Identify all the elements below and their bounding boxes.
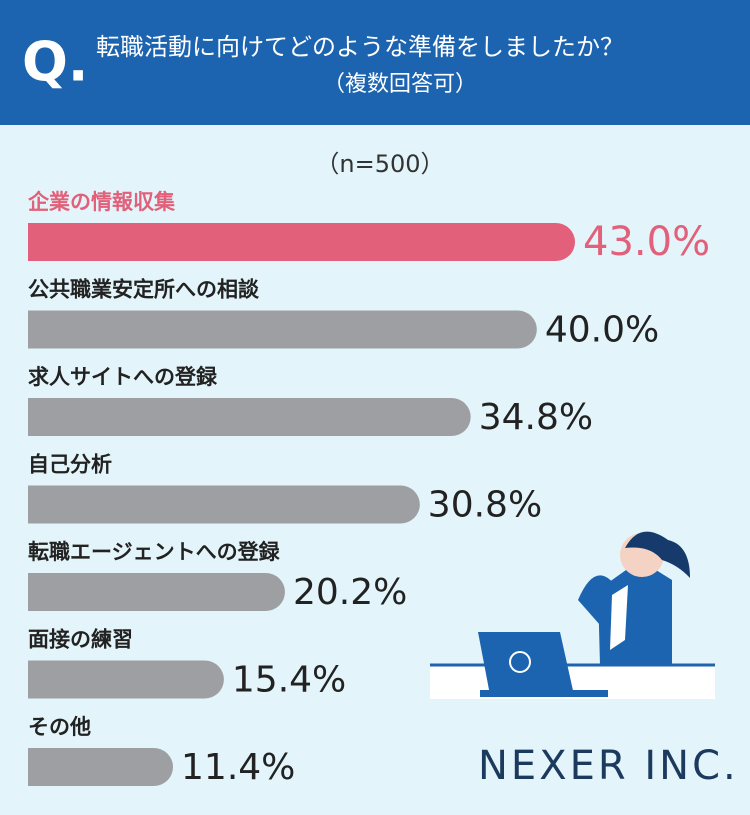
bar [28, 398, 471, 436]
value-label: 40.0% [545, 310, 659, 351]
value-label: 34.8% [479, 397, 593, 438]
shirt [610, 585, 628, 650]
bar [28, 223, 575, 261]
laptop-logo [509, 651, 531, 673]
laptop-base [480, 690, 608, 697]
subtitle: （複数回答可） [323, 72, 477, 97]
value-label: 30.8% [428, 485, 542, 526]
bar [28, 748, 174, 786]
category-label: 企業の情報収集 [27, 190, 176, 214]
category-label: 自己分析 [28, 453, 112, 477]
category-label: 転職エージェントへの登録 [28, 540, 281, 564]
note: （n=500） [315, 150, 444, 178]
badge: Q. [22, 31, 88, 94]
value-label: 20.2% [293, 572, 407, 613]
arm [578, 575, 615, 625]
hair [625, 531, 690, 578]
value-label: 11.4% [181, 747, 295, 788]
chart-title: 転職活動に向けてどのような準備をしましたか？ [96, 33, 624, 61]
category-label: 公共職業安定所への相談 [28, 278, 260, 302]
bar [28, 310, 537, 349]
value-label: 15.4% [232, 660, 346, 701]
value-label: 43.0% [583, 219, 710, 265]
bar [28, 485, 420, 524]
logo: NEXER INC. [478, 743, 739, 789]
bar [28, 573, 285, 611]
illustration [430, 531, 715, 699]
bar [28, 660, 224, 699]
laptop [478, 632, 574, 695]
category-label: 面接の練習 [28, 628, 133, 652]
category-label: その他 [28, 715, 91, 739]
category-label: 求人サイトへの登録 [28, 365, 218, 389]
header [0, 0, 750, 125]
